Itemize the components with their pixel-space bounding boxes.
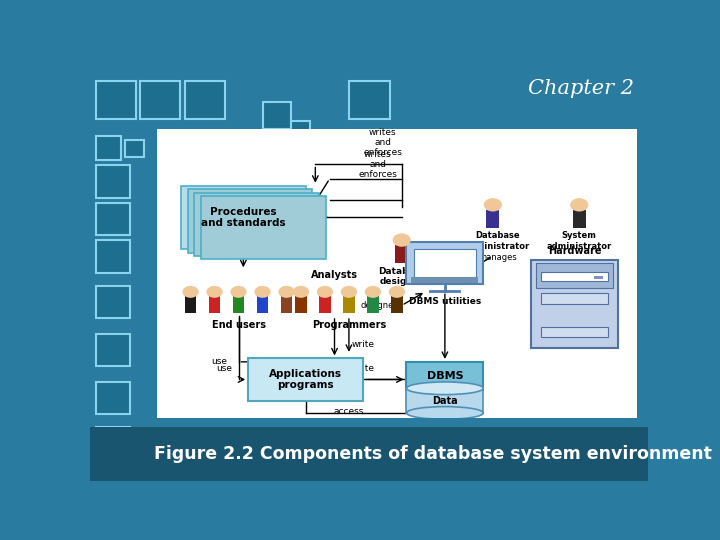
Text: manages: manages — [478, 253, 517, 261]
Circle shape — [207, 286, 222, 298]
Circle shape — [392, 233, 411, 247]
Bar — [573, 210, 585, 228]
Circle shape — [389, 286, 405, 298]
Text: DBMS: DBMS — [426, 371, 463, 381]
Text: writes
and
enforces: writes and enforces — [359, 150, 397, 179]
Bar — [90, 427, 648, 481]
Bar — [487, 210, 499, 228]
Circle shape — [254, 286, 271, 298]
Bar — [157, 129, 636, 418]
Bar — [96, 165, 130, 198]
Bar — [349, 82, 390, 119]
Bar — [140, 82, 181, 119]
Text: System
administrator: System administrator — [546, 232, 612, 251]
Text: Figure 2.2 Components of database system environment: Figure 2.2 Components of database system… — [154, 444, 712, 463]
Bar — [281, 296, 292, 313]
Bar — [188, 189, 312, 253]
Circle shape — [293, 286, 309, 298]
Text: Procedures
and standards: Procedures and standards — [201, 207, 286, 228]
Bar — [391, 296, 402, 313]
Bar — [263, 102, 291, 129]
Text: Hardware: Hardware — [548, 246, 601, 256]
Bar — [185, 82, 225, 119]
Text: End users: End users — [212, 320, 266, 329]
Bar — [185, 296, 197, 313]
Bar — [319, 296, 330, 313]
Ellipse shape — [407, 407, 483, 419]
Bar — [541, 293, 608, 303]
Bar — [291, 122, 310, 140]
Bar — [209, 296, 220, 313]
Text: use: use — [212, 357, 228, 366]
Bar — [201, 196, 326, 259]
Bar — [414, 249, 476, 277]
Bar — [367, 296, 379, 313]
Text: access: access — [334, 407, 364, 416]
Bar — [96, 334, 130, 366]
Circle shape — [341, 286, 357, 298]
Text: write: write — [352, 340, 375, 349]
Text: DBMS utilities: DBMS utilities — [409, 296, 481, 306]
Bar — [594, 276, 603, 279]
Bar — [96, 427, 130, 460]
Text: designer: designer — [360, 301, 397, 310]
Circle shape — [484, 198, 502, 212]
Bar — [181, 186, 306, 249]
Bar — [411, 277, 479, 282]
Text: use: use — [216, 364, 232, 373]
Text: Applications
programs: Applications programs — [269, 369, 342, 390]
Text: Programmers: Programmers — [312, 320, 386, 329]
Text: Analysts: Analysts — [311, 270, 358, 280]
Circle shape — [230, 286, 247, 298]
Bar — [96, 203, 130, 235]
Bar — [96, 286, 130, 319]
Circle shape — [182, 286, 199, 298]
Circle shape — [279, 286, 294, 298]
Bar — [541, 272, 608, 281]
Bar — [395, 245, 408, 263]
Ellipse shape — [407, 382, 483, 395]
Bar — [407, 362, 483, 390]
Text: Database
designer: Database designer — [377, 267, 426, 286]
Bar — [531, 260, 618, 348]
Bar — [343, 296, 355, 313]
Bar — [257, 296, 269, 313]
Bar — [536, 263, 613, 288]
Text: Database
administrator: Database administrator — [465, 232, 531, 251]
Bar — [233, 296, 244, 313]
Text: writes
and
enforces: writes and enforces — [363, 127, 402, 158]
Bar — [248, 359, 364, 401]
Circle shape — [570, 198, 588, 212]
Bar — [541, 327, 608, 337]
Text: Data: Data — [432, 396, 458, 406]
Bar — [407, 388, 483, 413]
Text: write: write — [352, 364, 375, 373]
Bar — [125, 140, 143, 157]
Bar — [96, 136, 121, 160]
Bar — [295, 296, 307, 313]
Circle shape — [317, 286, 333, 298]
Text: Chapter 2: Chapter 2 — [528, 79, 634, 98]
Bar — [96, 382, 130, 414]
Bar — [96, 240, 130, 273]
Circle shape — [365, 286, 381, 298]
Bar — [96, 82, 136, 119]
Bar — [194, 193, 319, 256]
Bar — [407, 242, 483, 285]
